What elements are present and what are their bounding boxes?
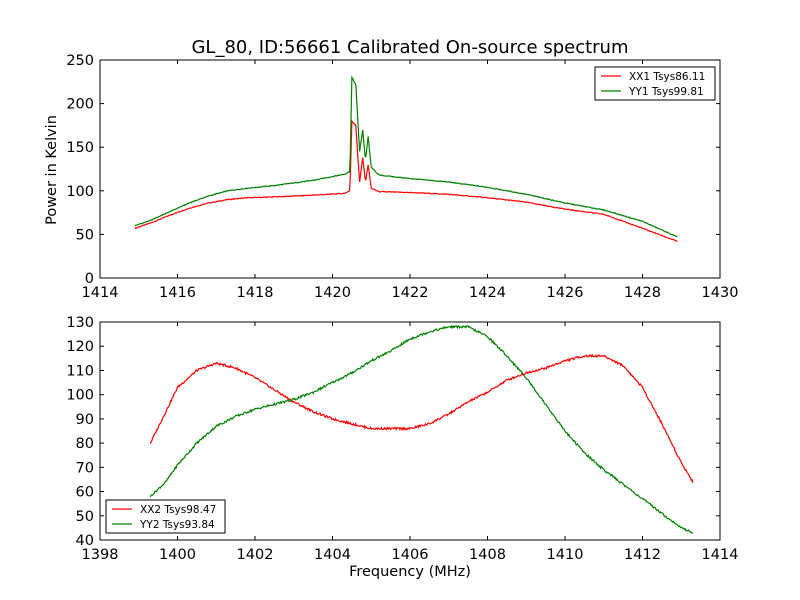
- x-tick-label: 1416: [159, 285, 196, 301]
- y-tick-label: 80: [76, 436, 94, 452]
- x-tick-label: 1422: [392, 285, 429, 301]
- series-line-2: [149, 324, 694, 534]
- legend-label: YY2 Tsys93.84: [139, 519, 215, 531]
- chart-title: GL_80, ID:56661 Calibrated On-source spe…: [191, 37, 628, 58]
- legend-label: XX1 Tsys86.11: [629, 71, 705, 83]
- x-tick-label: 1414: [702, 547, 739, 563]
- y-tick-label: 0: [85, 271, 94, 287]
- series-line-1: [134, 119, 678, 242]
- y-tick-label: 50: [76, 227, 94, 243]
- top-chart-panel: 1414 1416 1418 1420 1422 1424 1426 1428 1430 0 50 1…: [66, 53, 738, 301]
- x-tick-label: 1410: [547, 547, 584, 563]
- legend-box: [594, 66, 716, 101]
- y-tick-label: 50: [76, 509, 94, 525]
- y-tick-label: 200: [66, 97, 94, 113]
- series-line-1: [149, 353, 694, 483]
- legend-label: YY1 Tsys99.81: [628, 86, 704, 98]
- y-tick-label: 130: [66, 315, 94, 331]
- x-tick-label: 1400: [159, 547, 196, 563]
- bottom-chart-panel: 1398 1400 1402 1404 1406 1408 1410 1412 1414 40 50…: [66, 315, 738, 563]
- x-tick-label: 1430: [702, 285, 739, 301]
- x-tick-label: 1412: [624, 547, 661, 563]
- y-tick-label: 90: [76, 412, 94, 428]
- series-line-2: [134, 75, 678, 238]
- x-tick-label: 1426: [547, 285, 584, 301]
- x-tick-label: 1418: [237, 285, 274, 301]
- x-tick-label: 1402: [237, 547, 274, 563]
- x-tick-label: 1414: [82, 285, 119, 301]
- top-y-axis-label: Power in Kelvin: [44, 115, 60, 225]
- y-tick-label: 100: [66, 184, 94, 200]
- y-tick-label: 40: [76, 533, 94, 549]
- legend-label: XX2 Tsys98.47: [140, 504, 216, 516]
- x-tick-label: 1420: [314, 285, 351, 301]
- y-tick-label: 70: [76, 460, 94, 476]
- x-tick-label: 1406: [392, 547, 429, 563]
- y-tick-label: 250: [66, 53, 94, 69]
- x-tick-label: 1408: [469, 547, 506, 563]
- y-tick-label: 150: [66, 140, 94, 156]
- legend-box: [105, 499, 226, 534]
- x-tick-label: 1424: [469, 285, 506, 301]
- x-tick-label: 1398: [82, 547, 119, 563]
- bottom-x-axis-label: Frequency (MHz): [349, 564, 471, 580]
- y-tick-label: 60: [76, 485, 94, 501]
- y-tick-label: 110: [66, 363, 94, 379]
- legend: XX2 Tsys98.47 YY2 Tsys93.84: [105, 499, 226, 534]
- x-tick-label: 1428: [624, 285, 661, 301]
- y-tick-label: 120: [66, 339, 94, 355]
- x-tick-label: 1404: [314, 547, 351, 563]
- y-tick-label: 100: [66, 388, 94, 404]
- legend: XX1 Tsys86.11 YY1 Tsys99.81: [594, 66, 716, 101]
